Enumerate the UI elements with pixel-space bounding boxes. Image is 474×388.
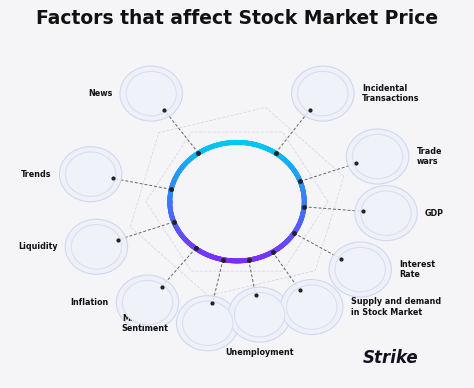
Circle shape <box>346 129 409 184</box>
Text: Market
Sentiment: Market Sentiment <box>122 314 169 333</box>
Circle shape <box>361 191 411 236</box>
Text: Trade
wars: Trade wars <box>417 147 442 166</box>
Circle shape <box>355 185 417 241</box>
Text: Unemployment: Unemployment <box>225 348 294 357</box>
Text: Supply and demand
in Stock Market: Supply and demand in Stock Market <box>351 297 441 317</box>
Text: Strike: Strike <box>363 349 419 367</box>
Circle shape <box>65 219 128 274</box>
Text: Interest
Rate: Interest Rate <box>399 260 435 279</box>
Text: Inflation: Inflation <box>70 298 109 307</box>
Circle shape <box>176 296 239 351</box>
Circle shape <box>281 279 343 334</box>
Circle shape <box>235 293 285 337</box>
Circle shape <box>353 134 403 179</box>
Text: Factors that affect Stock Market Price: Factors that affect Stock Market Price <box>36 9 438 28</box>
Circle shape <box>329 242 392 297</box>
Text: News: News <box>88 89 112 98</box>
Circle shape <box>182 301 233 345</box>
Text: GDP: GDP <box>425 209 444 218</box>
Circle shape <box>228 287 291 342</box>
Text: Liquidity: Liquidity <box>18 242 57 251</box>
Circle shape <box>120 66 182 121</box>
Circle shape <box>287 285 337 329</box>
Circle shape <box>126 71 176 116</box>
Circle shape <box>71 225 121 269</box>
Circle shape <box>116 275 179 330</box>
Text: Incidental
Transactions: Incidental Transactions <box>362 84 419 103</box>
Circle shape <box>59 147 122 202</box>
Text: Trends: Trends <box>21 170 52 179</box>
Circle shape <box>335 248 385 292</box>
Circle shape <box>292 66 354 121</box>
Circle shape <box>65 152 116 196</box>
Circle shape <box>298 71 348 116</box>
Circle shape <box>122 281 173 325</box>
